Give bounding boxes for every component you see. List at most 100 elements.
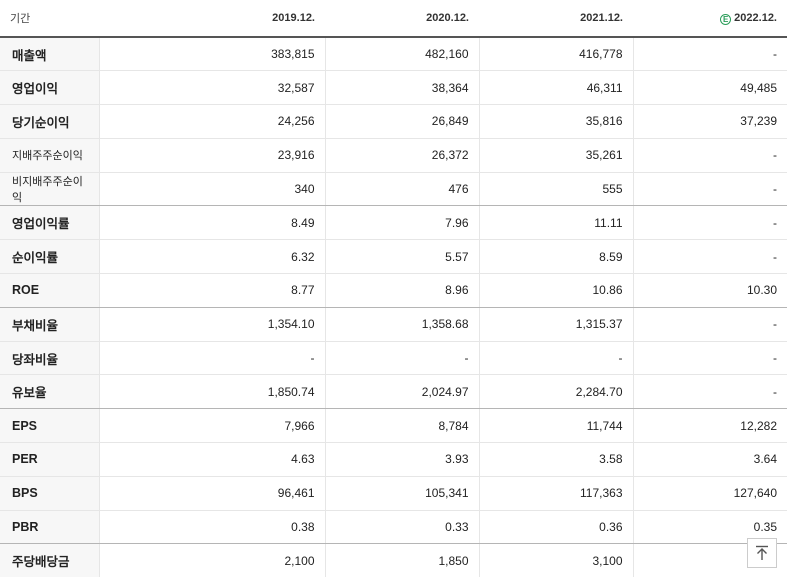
cell: 8.49 bbox=[98, 205, 325, 241]
cell: - bbox=[478, 341, 633, 376]
cell: 8.59 bbox=[478, 239, 633, 275]
cell: 7.96 bbox=[324, 205, 479, 241]
cell: 0.36 bbox=[478, 510, 633, 545]
cell: 96,461 bbox=[98, 476, 325, 511]
table-row: ROE 8.77 8.96 10.86 10.30 bbox=[0, 273, 787, 308]
cell: 416,778 bbox=[478, 37, 633, 72]
table-row: 당기순이익 24,256 26,849 35,816 37,239 bbox=[0, 104, 787, 139]
header-row: 기간 2019.12. 2020.12. 2021.12. E 2022.12. bbox=[0, 0, 787, 38]
cell: 6.32 bbox=[98, 239, 325, 275]
cell: 2,100 bbox=[98, 543, 325, 577]
arrow-up-to-line-icon bbox=[756, 545, 768, 560]
cell: 1,315.37 bbox=[478, 307, 633, 342]
table-row: 영업이익 32,587 38,364 46,311 49,485 bbox=[0, 70, 787, 106]
cell: 1,850 bbox=[324, 543, 479, 577]
period-label: 기간 bbox=[0, 0, 99, 38]
period-2019: 2019.12. bbox=[99, 0, 325, 38]
cell: 1,354.10 bbox=[98, 307, 325, 342]
cell: 383,815 bbox=[98, 37, 325, 72]
cell: 26,372 bbox=[324, 138, 479, 173]
period-2021: 2021.12. bbox=[479, 0, 633, 38]
cell: 46,311 bbox=[478, 70, 633, 106]
table-row: PBR 0.38 0.33 0.36 0.35 bbox=[0, 510, 787, 545]
table-row: 매출액 383,815 482,160 416,778- bbox=[0, 37, 787, 72]
cell: - bbox=[632, 239, 787, 275]
table-row: 영업이익률 8.49 7.96 11.11- bbox=[0, 205, 787, 241]
row-label: 지배주주순이익 bbox=[0, 138, 99, 173]
row-label: 비지배주주순이익 bbox=[0, 172, 99, 207]
cell: 35,816 bbox=[478, 104, 633, 139]
row-label: 순이익률 bbox=[0, 239, 99, 275]
cell: - bbox=[632, 138, 787, 173]
cell: 8,784 bbox=[324, 408, 479, 444]
cell: 117,363 bbox=[478, 476, 633, 511]
table-row: 순이익률 6.32 5.57 8.59- bbox=[0, 239, 787, 275]
cell: 7,966 bbox=[98, 408, 325, 444]
cell: 23,916 bbox=[98, 138, 325, 173]
table-row: 당좌비율 - - - - bbox=[0, 341, 787, 376]
cell: 38,364 bbox=[324, 70, 479, 106]
cell: - bbox=[632, 205, 787, 241]
cell: 11.11 bbox=[478, 205, 633, 241]
cell: 10.30 bbox=[632, 273, 787, 308]
row-label: ROE bbox=[0, 273, 99, 308]
cell: 5.57 bbox=[324, 239, 479, 275]
cell: 37,239 bbox=[632, 104, 787, 139]
estimate-icon: E bbox=[720, 13, 732, 25]
row-label: 주당배당금 bbox=[0, 543, 99, 577]
cell: 0.33 bbox=[324, 510, 479, 545]
table-row: 유보율 1,850.74 2,024.97 2,284.70- bbox=[0, 374, 787, 410]
cell: 2,284.70 bbox=[478, 374, 633, 410]
cell: 35,261 bbox=[478, 138, 633, 173]
cell: - bbox=[632, 374, 787, 410]
cell: 8.77 bbox=[98, 273, 325, 308]
cell: 11,744 bbox=[478, 408, 633, 444]
period-2022-estimate: E 2022.12. bbox=[633, 0, 787, 38]
cell: 127,640 bbox=[632, 476, 787, 511]
cell: 32,587 bbox=[98, 70, 325, 106]
row-label: PBR bbox=[0, 510, 99, 545]
cell: 482,160 bbox=[324, 37, 479, 72]
row-label: 부채비율 bbox=[0, 307, 99, 342]
scroll-to-top-button[interactable] bbox=[747, 538, 777, 568]
cell: - bbox=[632, 341, 787, 376]
row-label: 당기순이익 bbox=[0, 104, 99, 139]
cell: 3,100 bbox=[478, 543, 633, 577]
cell: 3.58 bbox=[478, 442, 633, 477]
cell: - bbox=[632, 172, 787, 207]
row-label: 매출액 bbox=[0, 37, 99, 72]
cell: 2,024.97 bbox=[324, 374, 479, 410]
cell: - bbox=[98, 341, 325, 376]
row-label: 당좌비율 bbox=[0, 341, 99, 376]
row-label: EPS bbox=[0, 408, 99, 444]
cell: 12,282 bbox=[632, 408, 787, 444]
cell: - bbox=[324, 341, 479, 376]
table-row: PER 4.63 3.93 3.58 3.64 bbox=[0, 442, 787, 477]
table-row: 지배주주순이익 23,916 26,372 35,261- bbox=[0, 138, 787, 173]
cell: 3.64 bbox=[632, 442, 787, 477]
cell: - bbox=[632, 307, 787, 342]
cell: 105,341 bbox=[324, 476, 479, 511]
row-label: PER bbox=[0, 442, 99, 477]
cell: 26,849 bbox=[324, 104, 479, 139]
cell: 555 bbox=[478, 172, 633, 207]
cell: 8.96 bbox=[324, 273, 479, 308]
row-label: 유보율 bbox=[0, 374, 99, 410]
cell: 1,358.68 bbox=[324, 307, 479, 342]
cell: 49,485 bbox=[632, 70, 787, 106]
row-label: 영업이익 bbox=[0, 70, 99, 106]
table-row: 부채비율 1,354.10 1,358.68 1,315.37- bbox=[0, 307, 787, 342]
cell: 3.93 bbox=[324, 442, 479, 477]
cell: 24,256 bbox=[98, 104, 325, 139]
table-row: 비지배주주순이익 340 476 555- bbox=[0, 172, 787, 207]
cell: 340 bbox=[98, 172, 325, 207]
cell: 0.38 bbox=[98, 510, 325, 545]
cell: 1,850.74 bbox=[98, 374, 325, 410]
table-row: EPS 7,966 8,784 11,744 12,282 bbox=[0, 408, 787, 444]
cell: 4.63 bbox=[98, 442, 325, 477]
table-row: BPS 96,461 105,341 117,363 127,640 bbox=[0, 476, 787, 511]
cell: - bbox=[632, 37, 787, 72]
row-label: 영업이익률 bbox=[0, 205, 99, 241]
